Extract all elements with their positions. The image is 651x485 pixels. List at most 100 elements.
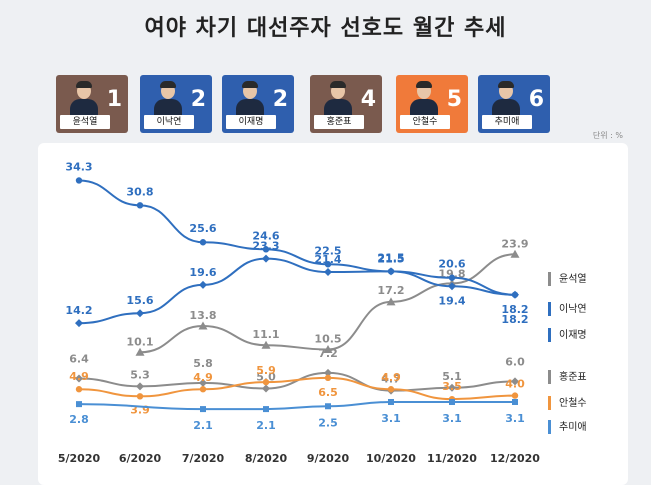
data-point: [136, 382, 144, 391]
data-label: 2.1: [256, 419, 276, 432]
data-label: 19.4: [438, 294, 465, 307]
data-label: 10.5: [314, 332, 341, 345]
candidate-name: 홍준표: [314, 115, 364, 129]
legend-label: 이낙연: [559, 304, 587, 315]
data-label: 7.2: [318, 347, 338, 360]
x-tick-label: 9/2020: [307, 452, 350, 465]
data-point: [510, 249, 520, 258]
candidate-name: 윤석열: [60, 115, 110, 129]
data-label: 3.1: [442, 412, 462, 425]
data-point: [263, 406, 269, 413]
data-point: [75, 374, 83, 383]
x-tick-label: 6/2020: [119, 452, 162, 465]
data-point: [387, 386, 395, 393]
legend-item-2: 이재명: [548, 328, 587, 344]
data-label: 6.0: [505, 355, 525, 368]
data-label: 30.8: [126, 185, 153, 198]
data-label: 23.9: [501, 237, 528, 250]
data-label: 6.4: [69, 353, 89, 366]
candidate-card-2: 2 이낙연: [140, 75, 212, 133]
portrait-icon: [154, 81, 182, 117]
legend-label: 이재명: [559, 330, 587, 341]
data-label: 18.2: [501, 303, 528, 316]
portrait-icon: [70, 81, 98, 117]
legend-label: 윤석열: [559, 274, 587, 285]
data-point: [135, 347, 145, 356]
data-point: [75, 177, 83, 184]
data-point: [136, 202, 144, 209]
data-point: [200, 406, 206, 413]
legend-label: 홍준표: [559, 372, 587, 383]
series-line: [78, 376, 516, 401]
data-point: [75, 319, 83, 328]
legend-swatch: [548, 302, 551, 316]
x-tick-label: 5/2020: [58, 452, 101, 465]
data-point: [75, 386, 83, 393]
data-label: 5.3: [130, 368, 150, 381]
data-point: [324, 374, 332, 382]
x-tick-label: 7/2020: [182, 452, 225, 465]
legend-swatch: [548, 420, 551, 434]
series-2: 14.2 15.6 19.6 23.3 21.4 21.5 19.4 18.2: [65, 240, 529, 328]
data-label: 3.1: [505, 412, 525, 425]
legend-swatch: [548, 272, 551, 286]
data-point: [448, 274, 456, 281]
data-label: 25.6: [189, 222, 216, 235]
data-label: 34.3: [65, 160, 92, 173]
data-point: [198, 321, 208, 330]
data-label: 2.1: [193, 419, 213, 432]
series-line: [78, 257, 516, 325]
candidate-card-3: 2 이재명: [222, 75, 294, 133]
data-label: 14.2: [65, 304, 92, 317]
portrait-icon: [236, 81, 264, 117]
data-label: 10.1: [126, 335, 153, 348]
data-point: [136, 309, 144, 318]
data-point: [199, 239, 207, 246]
data-point: [511, 392, 519, 399]
data-point: [262, 378, 270, 386]
data-label: 17.2: [377, 284, 404, 297]
legend-item-5: 추미애: [548, 420, 587, 436]
data-label: 15.6: [126, 294, 153, 307]
legend-item-4: 안철수: [548, 396, 587, 412]
data-label: 4.9: [381, 371, 401, 384]
data-point: [261, 340, 271, 349]
legend-label: 안철수: [559, 398, 587, 409]
data-label: 4.0: [505, 378, 525, 391]
legend-item-3: 홍준표: [548, 370, 587, 386]
data-point: [76, 401, 82, 408]
x-tick-label: 10/2020: [366, 452, 416, 465]
data-label: 13.8: [189, 309, 216, 322]
data-point: [448, 282, 456, 291]
candidate-name: 안철수: [400, 115, 450, 129]
data-point: [324, 268, 332, 277]
candidate-card-6: 6 추미애: [478, 75, 550, 133]
data-point: [386, 297, 396, 306]
data-label: 22.5: [314, 244, 341, 257]
data-point: [323, 344, 333, 353]
legend-item-1: 이낙연: [548, 302, 587, 318]
data-label: 5.1: [442, 370, 462, 383]
data-label: 18.2: [501, 313, 528, 326]
data-label: 5.9: [256, 364, 276, 377]
series-line: [78, 371, 516, 392]
candidate-name: 추미애: [482, 115, 532, 129]
candidate-name: 이낙연: [144, 115, 194, 129]
chart-title: 여야 차기 대선주자 선호도 월간 추세: [144, 16, 507, 41]
data-label: 24.6: [252, 229, 279, 242]
data-label: 19.6: [189, 266, 216, 279]
data-label: 4.9: [193, 371, 213, 384]
candidate-name: 이재명: [226, 115, 276, 129]
data-point: [199, 378, 207, 387]
data-point: [324, 261, 332, 268]
data-point: [387, 267, 395, 276]
data-point: [448, 383, 456, 392]
data-label: 21.5: [377, 252, 404, 265]
series-1: 34.3 30.8 25.6 24.6 22.5 21.5 20.6 18.2: [65, 160, 528, 315]
data-label: 2.5: [318, 416, 338, 429]
data-label: 6.5: [318, 386, 338, 399]
unit-label: 단위 : %: [592, 131, 623, 140]
data-label: 5.8: [193, 357, 213, 370]
data-label: 4.9: [69, 370, 89, 383]
